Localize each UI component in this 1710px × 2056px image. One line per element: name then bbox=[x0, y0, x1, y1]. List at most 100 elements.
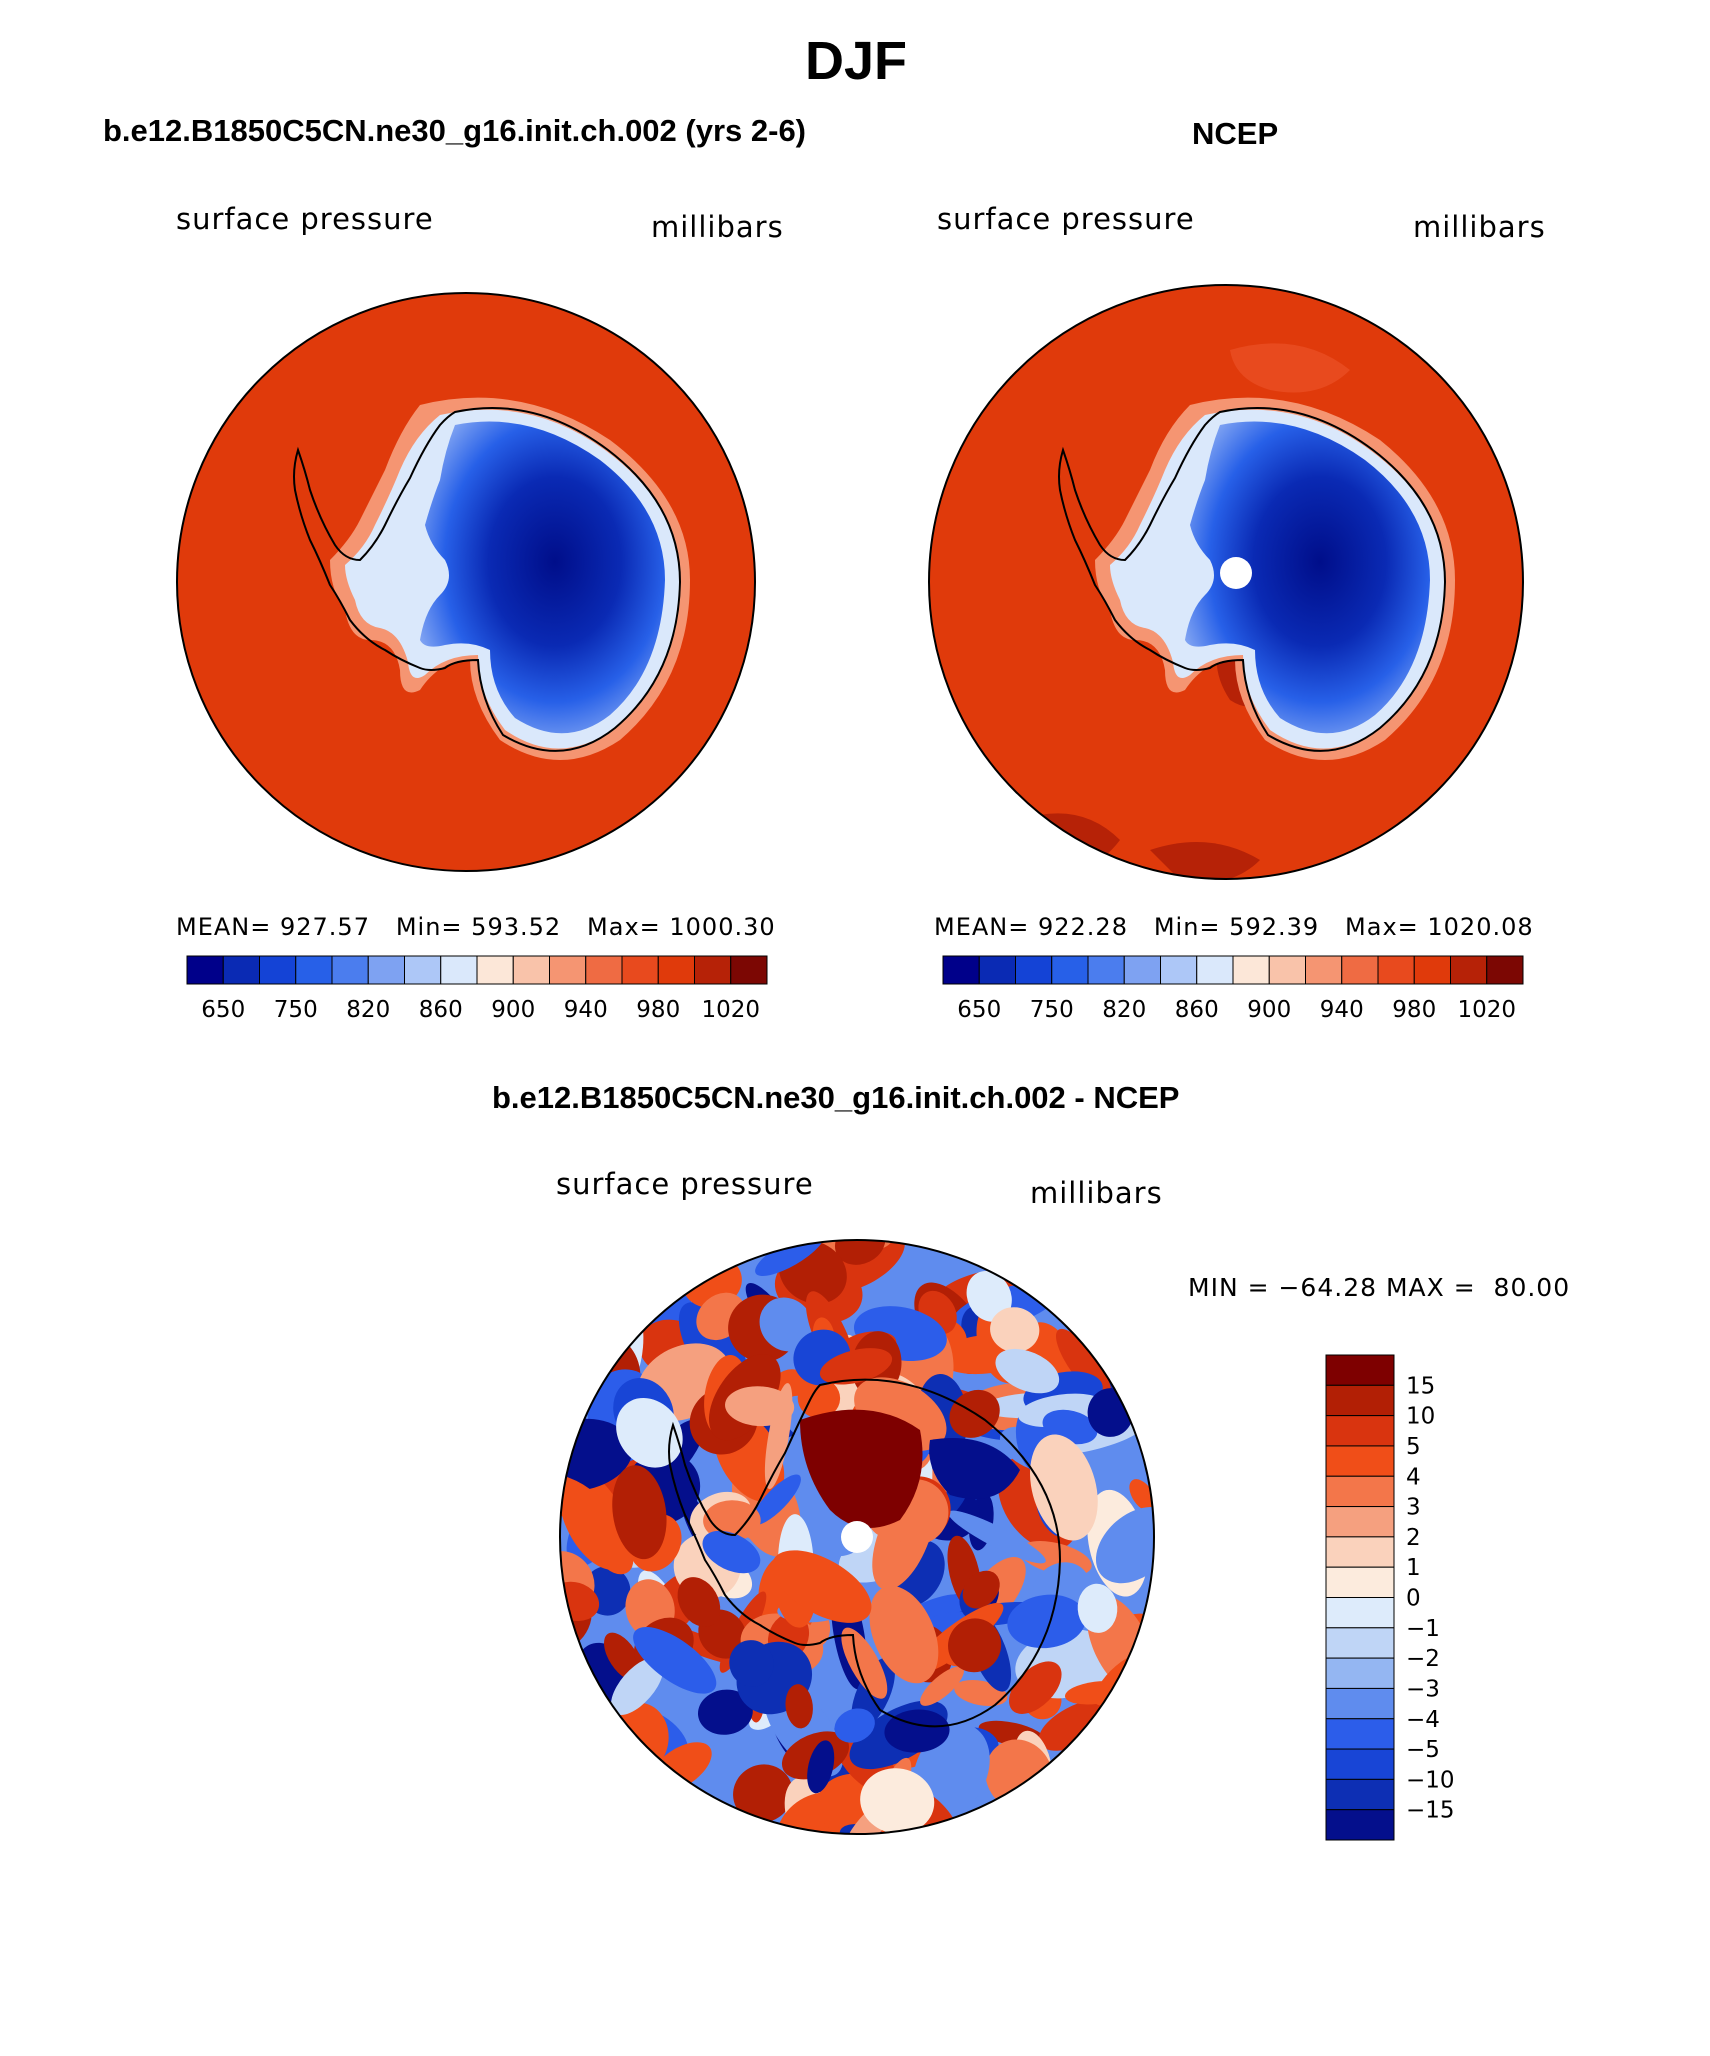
difference-cell bbox=[1030, 1434, 1098, 1541]
colorbar-tick-label: −4 bbox=[1406, 1707, 1440, 1733]
colorbar-box bbox=[621, 955, 659, 985]
panel3-title: b.e12.B1850C5CN.ne30_g16.init.ch.002 - N… bbox=[492, 1080, 1180, 1115]
colorbar-box bbox=[1325, 1384, 1395, 1417]
colorbar-box bbox=[549, 955, 587, 985]
colorbar-box bbox=[259, 955, 297, 985]
difference-cell bbox=[560, 1418, 633, 1492]
colorbar-box bbox=[1325, 1475, 1395, 1508]
colorbar-box bbox=[1325, 1566, 1395, 1598]
colorbar-box bbox=[1232, 955, 1270, 985]
colorbar-box bbox=[404, 955, 442, 985]
difference-cell bbox=[759, 1297, 814, 1352]
colorbar-tick-label: −1 bbox=[1406, 1616, 1440, 1642]
colorbar-box bbox=[694, 955, 732, 985]
difference-cell bbox=[612, 1465, 667, 1560]
difference-cell bbox=[771, 1550, 872, 1623]
colorbar-tick-label: 820 bbox=[346, 997, 390, 1023]
page-title: DJF bbox=[805, 31, 908, 91]
difference-cell bbox=[860, 1768, 935, 1834]
difference-cell bbox=[834, 1708, 875, 1743]
colorbar-box bbox=[730, 955, 768, 985]
panel3-difference-field bbox=[560, 1240, 1154, 1834]
difference-cell bbox=[1077, 1583, 1118, 1633]
difference-cell bbox=[1095, 1507, 1154, 1584]
panel3-map bbox=[559, 1239, 1155, 1835]
panel1-boundary bbox=[176, 292, 756, 872]
panel1-stats: MEAN= 927.57 Min= 593.52 Max= 1000.30 bbox=[176, 913, 776, 941]
colorbar-box bbox=[1450, 955, 1488, 985]
difference-cell bbox=[633, 1626, 717, 1694]
colorbar-tick-label: 1 bbox=[1406, 1555, 1421, 1581]
panel1-map bbox=[176, 292, 756, 872]
difference-cell bbox=[677, 1577, 721, 1627]
panel2-colorbar: 650 750 820 860 900 940 980 1020 bbox=[942, 955, 1524, 1023]
colorbar-box bbox=[440, 955, 478, 985]
colorbar-box bbox=[1325, 1354, 1395, 1386]
panel1-variable-label: surface pressure bbox=[176, 202, 434, 236]
colorbar-box bbox=[942, 955, 980, 985]
colorbar-box bbox=[367, 955, 405, 985]
colorbar-box bbox=[657, 955, 695, 985]
colorbar-box bbox=[1325, 1536, 1395, 1568]
difference-cell bbox=[948, 1618, 1002, 1673]
panel1-coastline bbox=[293, 406, 682, 752]
difference-cell bbox=[962, 1570, 1000, 1609]
difference-cell bbox=[990, 1307, 1040, 1353]
colorbar-tick-label: 980 bbox=[636, 997, 680, 1023]
colorbar-box bbox=[186, 955, 224, 985]
colorbar-tick-label: 750 bbox=[274, 997, 318, 1023]
colorbar-tick-label: 750 bbox=[1030, 997, 1074, 1023]
colorbar-box bbox=[1160, 955, 1198, 985]
panel3-units-label: millibars bbox=[1030, 1176, 1163, 1210]
colorbar-tick-label: 0 bbox=[1406, 1586, 1421, 1612]
panel2-map bbox=[928, 284, 1524, 880]
colorbar-tick-label: 5 bbox=[1406, 1434, 1421, 1460]
colorbar-box bbox=[1268, 955, 1306, 985]
difference-cell bbox=[1007, 1594, 1086, 1649]
colorbar-box bbox=[1325, 1687, 1395, 1720]
difference-cell bbox=[797, 1378, 841, 1419]
difference-cell bbox=[995, 1348, 1060, 1394]
colorbar-tick-label: 900 bbox=[491, 997, 535, 1023]
colorbar-tick-label: 650 bbox=[957, 997, 1001, 1023]
difference-cell bbox=[729, 1640, 774, 1687]
colorbar-tick-label: −10 bbox=[1406, 1767, 1455, 1793]
colorbar-tick-label: 940 bbox=[1320, 997, 1364, 1023]
difference-cell bbox=[560, 1473, 606, 1523]
colorbar-tick-label: 980 bbox=[1392, 997, 1436, 1023]
panel2-stats: MEAN= 922.28 Min= 592.39 Max= 1020.08 bbox=[934, 913, 1534, 941]
colorbar-box bbox=[1325, 1627, 1395, 1659]
panel3-stats: MIN = −64.28 MAX = 80.00 bbox=[1188, 1273, 1571, 1302]
difference-cell bbox=[834, 1240, 886, 1265]
colorbar-box bbox=[1015, 955, 1053, 985]
colorbar-box bbox=[585, 955, 623, 985]
colorbar-tick-label: 820 bbox=[1102, 997, 1146, 1023]
colorbar-tick-label: 1020 bbox=[1457, 997, 1516, 1023]
colorbar-box bbox=[1325, 1597, 1395, 1629]
colorbar-tick-label: 4 bbox=[1406, 1464, 1421, 1490]
colorbar-tick-label: −15 bbox=[1406, 1798, 1455, 1824]
panel1-units-label: millibars bbox=[651, 210, 784, 244]
colorbar-tick-label: −3 bbox=[1406, 1676, 1440, 1702]
difference-cell bbox=[869, 1585, 939, 1684]
colorbar-box bbox=[1325, 1809, 1395, 1841]
colorbar-box bbox=[1325, 1657, 1395, 1689]
panel2-pole-hole bbox=[1220, 557, 1252, 589]
panel2-units-label: millibars bbox=[1413, 210, 1546, 244]
colorbar-box bbox=[295, 955, 333, 985]
colorbar-tick-label: 900 bbox=[1247, 997, 1291, 1023]
colorbar-tick-label: 2 bbox=[1406, 1525, 1421, 1551]
colorbar-box bbox=[1413, 955, 1451, 985]
panel3-coastline bbox=[668, 1378, 1062, 1728]
colorbar-tick-label: 1020 bbox=[701, 997, 760, 1023]
panel1-antarctica-interior bbox=[420, 421, 665, 734]
colorbar-box bbox=[1305, 955, 1343, 985]
difference-cell bbox=[807, 1740, 835, 1794]
difference-cell bbox=[800, 1409, 923, 1528]
colorbar-tick-label: −2 bbox=[1406, 1646, 1440, 1672]
colorbar-box bbox=[1325, 1506, 1395, 1538]
difference-cell bbox=[703, 1500, 761, 1541]
panel2-coastline bbox=[1058, 406, 1447, 752]
difference-cell bbox=[610, 1657, 664, 1716]
